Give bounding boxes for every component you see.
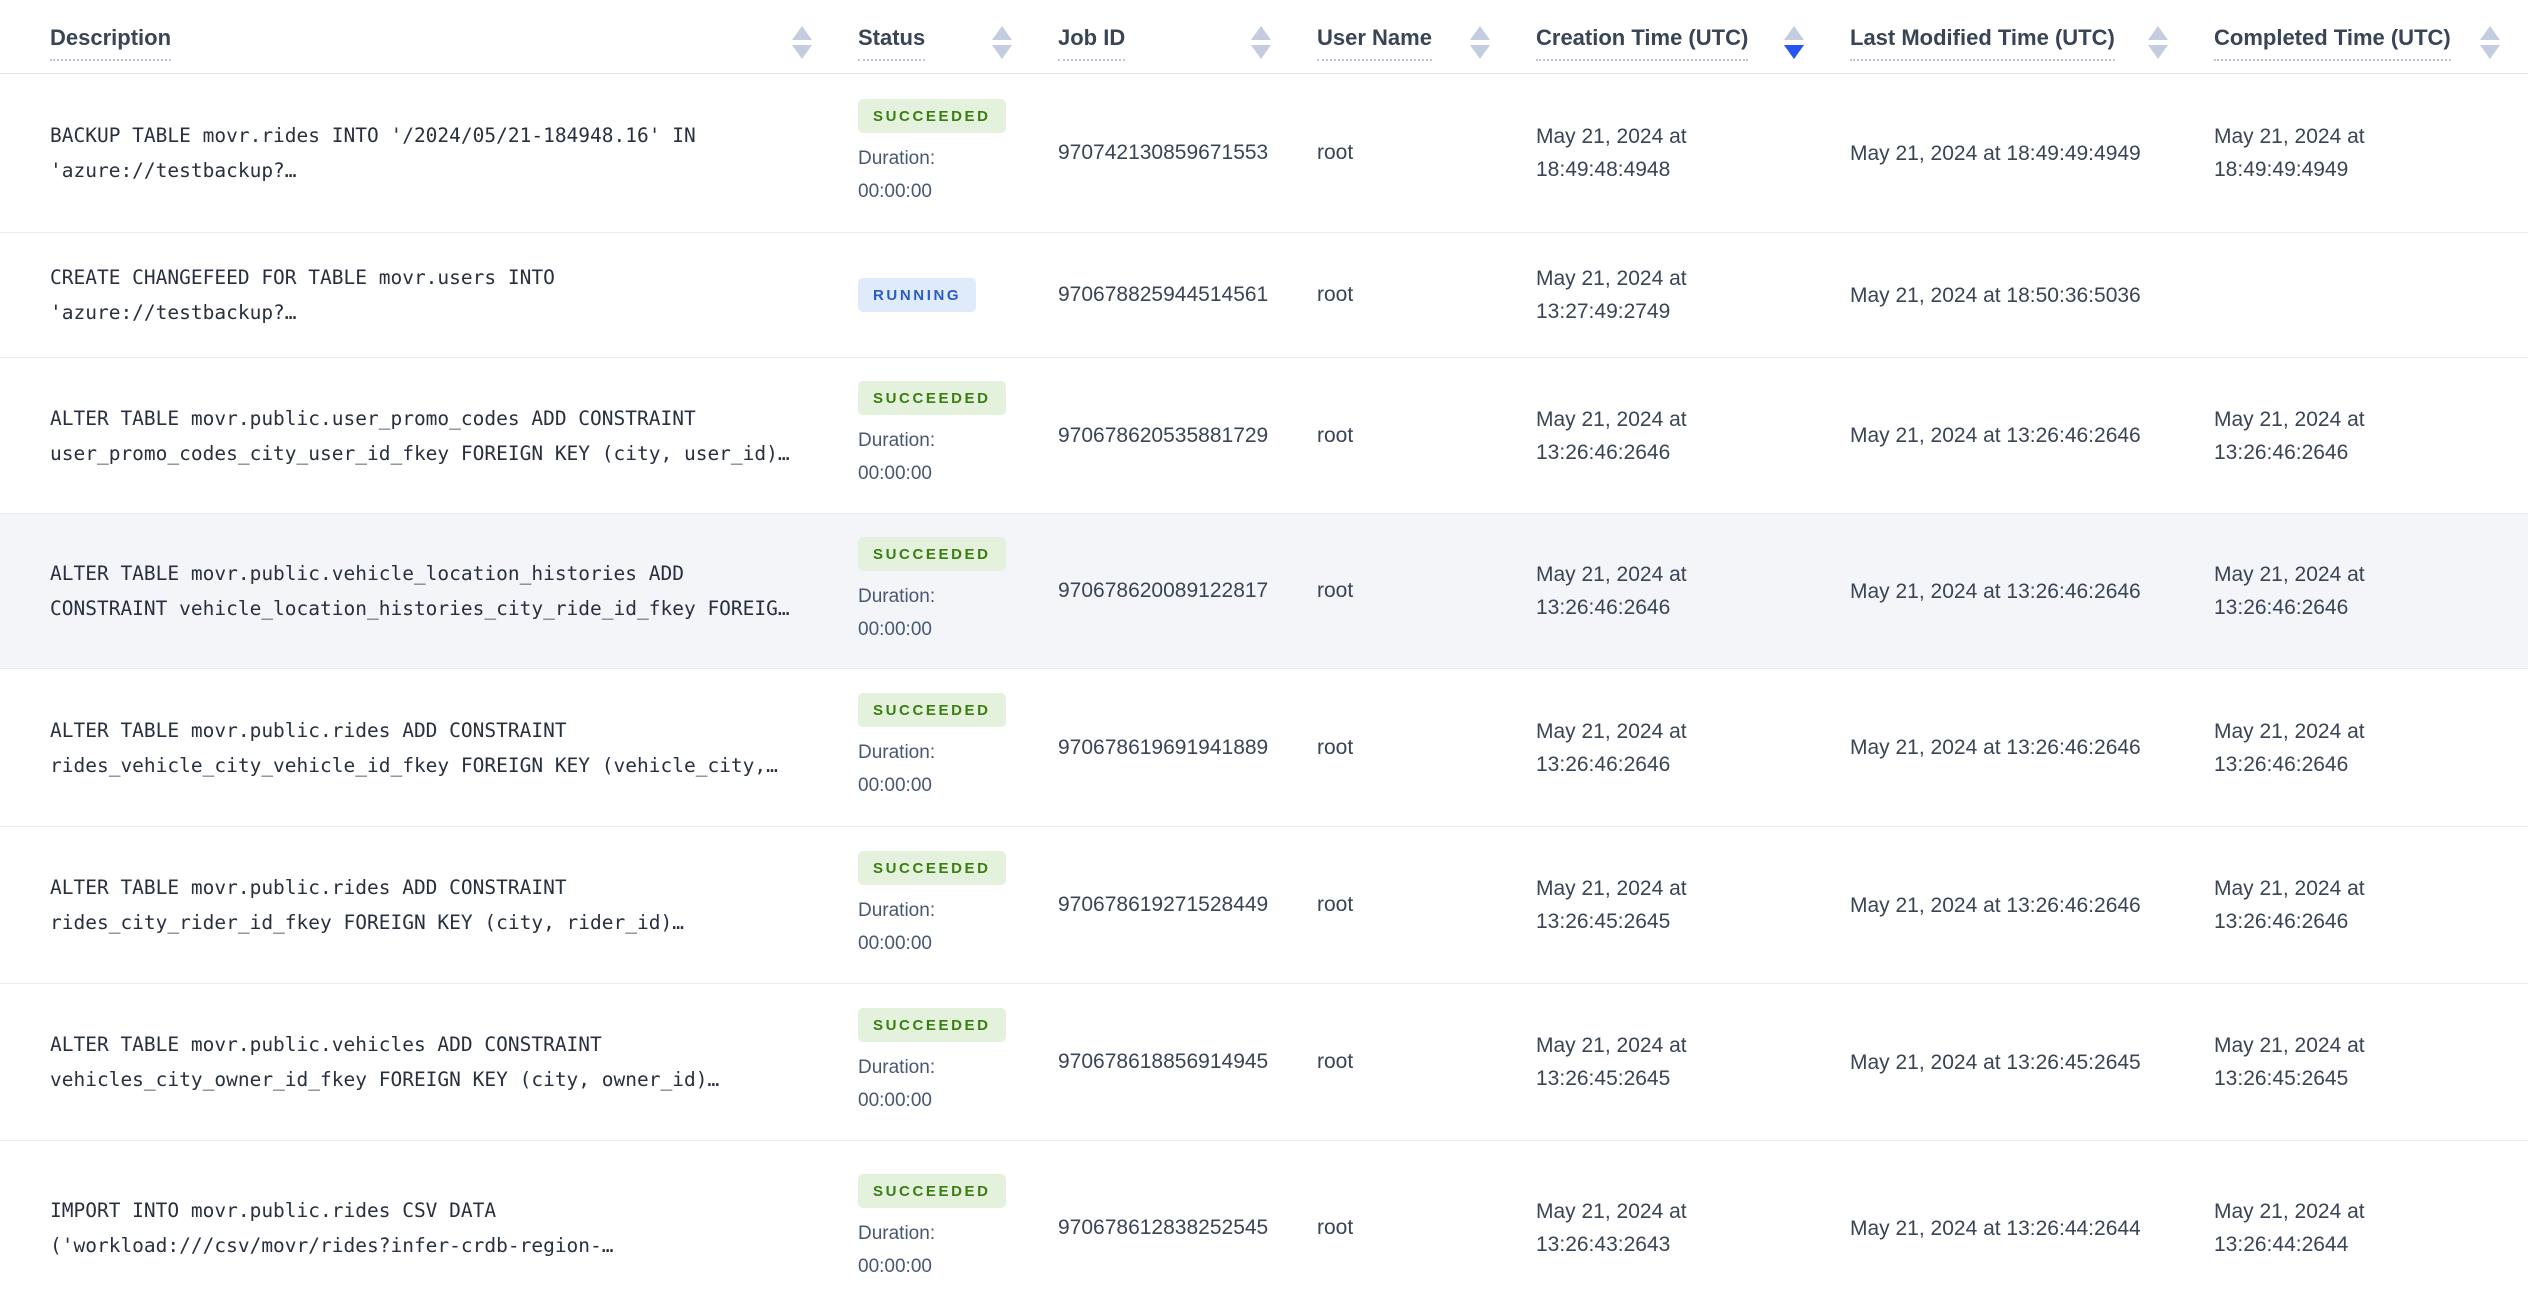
user-name: root [1317,1216,1354,1239]
column-header-description[interactable]: Description [0,0,840,74]
column-header-status[interactable]: Status [840,0,1040,74]
status-badge: SUCCEEDED [858,850,1006,885]
job-id: 970678619691941889 [1058,735,1269,759]
completed-time: May 21, 2024 at 13:26:45:2645 [2214,1034,2365,1090]
column-header-user-name[interactable]: User Name [1299,0,1518,74]
last-modified-time: May 21, 2024 at 18:49:49:4949 [1850,141,2141,165]
sort-icon [2480,26,2500,59]
table-row[interactable]: BACKUP TABLE movr.rides INTO '/2024/05/2… [0,73,2528,233]
status-badge: SUCCEEDED [858,693,1006,727]
user-name: root [1317,579,1354,602]
table-row[interactable]: ALTER TABLE movr.public.vehicle_location… [0,513,2528,669]
column-label: Last Modified Time (UTC) [1850,25,2115,61]
column-header-last-modified-time[interactable]: Last Modified Time (UTC) [1832,0,2196,74]
creation-time: May 21, 2024 at 13:26:46:2646 [1536,407,1687,464]
job-description-link[interactable]: ALTER TABLE movr.public.rides ADD CONSTR… [50,876,684,934]
creation-time: May 21, 2024 at 13:26:43:2643 [1536,1200,1687,1256]
sort-icon [1470,26,1490,59]
creation-time: May 21, 2024 at 13:26:46:2646 [1536,719,1687,776]
job-id: 970678619271528449 [1058,893,1269,916]
job-id: 970678620535881729 [1058,423,1269,447]
sort-icon [1784,26,1804,59]
user-name: root [1317,893,1354,916]
column-label: Job ID [1058,25,1126,61]
completed-time: May 21, 2024 at 13:26:46:2646 [2214,719,2365,776]
job-id: 970678612838252545 [1058,1216,1269,1239]
job-duration: Duration: 00:00:00 [858,147,936,202]
last-modified-time: May 21, 2024 at 13:26:46:2646 [1850,424,2141,447]
job-duration: Duration: 00:00:00 [858,585,936,640]
status-badge: SUCCEEDED [858,1007,1006,1042]
job-description-link[interactable]: ALTER TABLE movr.public.user_promo_codes… [50,406,790,465]
sort-icon [992,26,1012,59]
completed-time: May 21, 2024 at 18:49:49:4949 [2214,125,2365,181]
job-description-link[interactable]: ALTER TABLE movr.public.vehicle_location… [50,562,790,620]
last-modified-time: May 21, 2024 at 13:26:46:2646 [1850,579,2141,603]
column-header-job-id[interactable]: Job ID [1040,0,1299,74]
column-label: Creation Time (UTC) [1536,25,1749,61]
column-header-creation-time[interactable]: Creation Time (UTC) [1518,0,1832,74]
job-description-link[interactable]: BACKUP TABLE movr.rides INTO '/2024/05/2… [50,124,696,182]
column-label: Status [858,25,926,61]
job-id: 970678618856914945 [1058,1050,1269,1073]
last-modified-time: May 21, 2024 at 13:26:46:2646 [1850,736,2141,759]
job-id: 970678620089122817 [1058,579,1269,602]
column-label: Description [50,25,172,61]
job-id: 970742130859671553 [1058,141,1269,164]
user-name: root [1317,423,1354,447]
column-label: User Name [1317,25,1432,61]
user-name: root [1317,283,1354,306]
column-header-completed-time[interactable]: Completed Time (UTC) [2196,0,2528,74]
completed-time: May 21, 2024 at 13:26:44:2644 [2214,1200,2365,1256]
sort-icon [1251,26,1271,59]
job-description-link[interactable]: ALTER TABLE movr.public.vehicles ADD CON… [50,1033,720,1091]
last-modified-time: May 21, 2024 at 13:26:45:2645 [1850,1050,2141,1074]
sort-icon [792,26,812,59]
last-modified-time: May 21, 2024 at 18:50:36:5036 [1850,283,2141,307]
creation-time: May 21, 2024 at 13:26:45:2645 [1536,877,1687,933]
job-description-link[interactable]: IMPORT INTO movr.public.rides CSV DATA (… [50,1199,614,1257]
user-name: root [1317,141,1354,164]
status-badge: RUNNING [858,278,977,312]
table-row[interactable]: CREATE CHANGEFEED FOR TABLE movr.users I… [0,232,2528,358]
last-modified-time: May 21, 2024 at 13:26:44:2644 [1850,1216,2141,1240]
job-id: 970678825944514561 [1058,283,1269,306]
completed-time: May 21, 2024 at 13:26:46:2646 [2214,563,2365,619]
table-row[interactable]: ALTER TABLE movr.public.rides ADD CONSTR… [0,826,2528,984]
sort-icon [2148,26,2168,59]
table-row[interactable]: ALTER TABLE movr.public.rides ADD CONSTR… [0,668,2528,827]
status-badge: SUCCEEDED [858,381,1006,415]
table-row[interactable]: IMPORT INTO movr.public.rides CSV DATA (… [0,1140,2528,1292]
status-badge: SUCCEEDED [858,1173,1006,1208]
status-badge: SUCCEEDED [858,536,1006,571]
status-badge: SUCCEEDED [858,98,1006,133]
table-row[interactable]: ALTER TABLE movr.public.vehicles ADD CON… [0,983,2528,1141]
job-duration: Duration: 00:00:00 [858,1056,936,1111]
table-row[interactable]: ALTER TABLE movr.public.user_promo_codes… [0,357,2528,514]
user-name: root [1317,735,1354,759]
user-name: root [1317,1050,1354,1073]
job-duration: Duration: 00:00:00 [858,1222,936,1277]
last-modified-time: May 21, 2024 at 13:26:46:2646 [1850,893,2141,917]
creation-time: May 21, 2024 at 18:49:48:4948 [1536,125,1687,181]
creation-time: May 21, 2024 at 13:26:45:2645 [1536,1034,1687,1090]
completed-time: May 21, 2024 at 13:26:46:2646 [2214,877,2365,933]
completed-time: May 21, 2024 at 13:26:46:2646 [2214,407,2365,464]
column-label: Completed Time (UTC) [2214,25,2451,61]
job-description-link[interactable]: CREATE CHANGEFEED FOR TABLE movr.users I… [50,266,555,324]
job-duration: Duration: 00:00:00 [858,742,936,796]
job-duration: Duration: 00:00:00 [858,430,936,484]
job-description-link[interactable]: ALTER TABLE movr.public.rides ADD CONSTR… [50,718,778,777]
creation-time: May 21, 2024 at 13:26:46:2646 [1536,563,1687,619]
table-header-row: Description Status Job ID User Name [0,0,2528,74]
job-duration: Duration: 00:00:00 [858,899,936,954]
creation-time: May 21, 2024 at 13:27:49:2749 [1536,267,1687,323]
